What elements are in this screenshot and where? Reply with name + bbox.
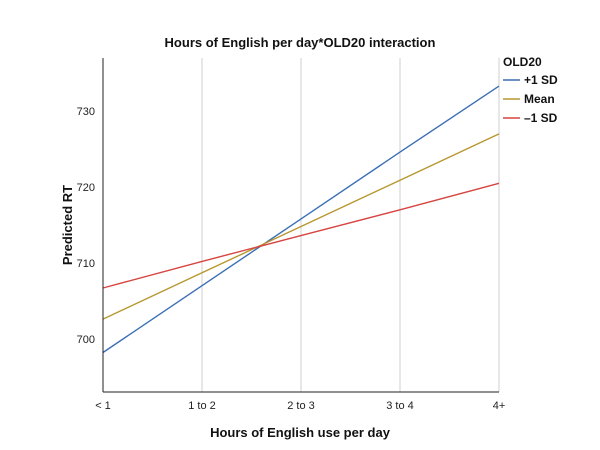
legend-title: OLD20 — [503, 55, 542, 69]
y-tick-label: 710 — [77, 258, 95, 270]
legend: OLD20 +1 SD Mean –1 SD — [503, 55, 558, 125]
x-tick-label: 3 to 4 — [386, 400, 414, 412]
y-tick-labels: 700 710 720 730 — [77, 106, 95, 346]
y-tick-label: 720 — [77, 182, 95, 194]
series-line — [102, 85, 500, 354]
series-lines — [102, 85, 500, 354]
x-axis-label: Hours of English use per day — [210, 425, 391, 440]
x-tick-label: 1 to 2 — [188, 400, 216, 412]
y-tick-label: 730 — [77, 106, 95, 118]
axes — [102, 58, 499, 393]
legend-entry-label: Mean — [524, 92, 555, 106]
series-line — [102, 182, 500, 289]
y-tick-label: 700 — [77, 334, 95, 346]
x-tick-label: < 1 — [95, 400, 111, 412]
chart-title: Hours of English per day*OLD20 interacti… — [165, 35, 436, 50]
x-tick-label: 4+ — [493, 400, 506, 412]
legend-entry-label: +1 SD — [524, 73, 558, 87]
x-tick-label: 2 to 3 — [287, 400, 315, 412]
y-axis-label: Predicted RT — [60, 185, 75, 265]
x-tick-labels: < 1 1 to 2 2 to 3 3 to 4 4+ — [95, 400, 505, 412]
grid-lines — [201, 58, 500, 392]
legend-entry-label: –1 SD — [524, 111, 558, 125]
series-line — [102, 133, 500, 320]
